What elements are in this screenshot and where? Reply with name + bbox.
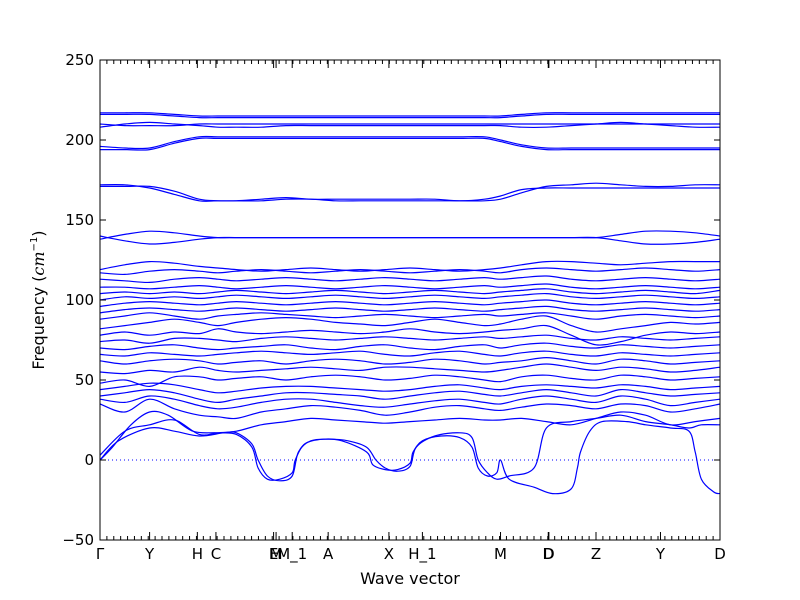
x-tick-label-10: M	[494, 545, 507, 563]
band-line-20	[99, 288, 721, 295]
y-axis-unit-base: cm	[29, 251, 48, 275]
x-tick-label-15: D	[714, 545, 726, 563]
y-axis-label: Frequency (cm−1)	[29, 230, 48, 369]
x-tick-label-7: A	[323, 545, 334, 563]
y-tick-label: 200	[65, 131, 94, 149]
x-tick-label-0: Γ	[96, 545, 105, 563]
x-tick-label-6: M_1	[277, 545, 307, 564]
band-series-group	[99, 112, 721, 495]
x-axis-ticks: Γ Y H C EMM_1 A X H_1 M DD Z Y D	[96, 60, 726, 564]
band-line-9	[99, 363, 721, 375]
x-tick-label-13: Z	[591, 545, 601, 563]
y-tick-label: −50	[62, 531, 94, 549]
x-axis-label: Wave vector	[360, 569, 460, 588]
band-line-14	[99, 324, 721, 346]
y-axis-unit-exponent: −1	[29, 237, 40, 252]
band-line-30	[99, 135, 720, 150]
band-line-31	[99, 121, 721, 129]
y-axis-label-text: Frequency	[29, 287, 48, 370]
y-tick-label: 100	[65, 291, 94, 309]
band-line-1	[99, 410, 721, 495]
band-line-2	[99, 414, 721, 482]
y-tick-label: 250	[65, 51, 94, 69]
x-tick-label-11: D	[542, 545, 554, 563]
band-line-17	[99, 305, 721, 314]
band-line-24	[99, 260, 720, 272]
x-tick-label-8: X	[384, 545, 394, 563]
x-tick-label-12: D	[543, 545, 555, 563]
band-line-18	[99, 299, 721, 307]
band-line-22	[99, 275, 721, 284]
band-line-15	[99, 315, 721, 333]
x-tick-label-9: H_1	[408, 545, 436, 564]
x-tick-label-3: C	[211, 545, 221, 563]
x-tick-label-2: H	[192, 545, 203, 563]
band-line-28	[99, 183, 720, 202]
band-line-19	[99, 292, 721, 301]
band-line-16	[99, 312, 721, 320]
band-line-8	[99, 374, 721, 388]
band-line-23	[99, 267, 721, 276]
band-line-3	[99, 411, 721, 456]
band-line-33	[100, 113, 720, 119]
y-axis-ticks: −50 0 50 100 150 200 250	[62, 51, 720, 549]
band-line-10	[99, 356, 721, 365]
band-line-29	[100, 137, 720, 151]
band-line-26	[99, 235, 721, 245]
band-line-11	[99, 350, 721, 357]
plot-frame	[99, 59, 721, 541]
x-tick-label-5: M	[270, 545, 283, 563]
band-line-12	[99, 342, 721, 351]
band-line-7	[99, 382, 721, 394]
band-line-34	[100, 112, 720, 117]
band-line-27	[100, 182, 721, 202]
x-tick-label-4: E	[269, 545, 278, 563]
band-line-5	[99, 395, 721, 410]
y-tick-label: 0	[84, 451, 94, 469]
y-tick-label: 150	[65, 211, 94, 229]
x-tick-label-1: Y	[144, 545, 155, 563]
band-line-13	[99, 334, 721, 344]
band-line-4	[99, 398, 721, 420]
band-line-21	[99, 283, 721, 290]
x-tick-label-14: Y	[655, 545, 666, 563]
band-line-32	[99, 123, 720, 127]
y-tick-label: 50	[75, 371, 94, 389]
band-line-6	[99, 388, 721, 404]
